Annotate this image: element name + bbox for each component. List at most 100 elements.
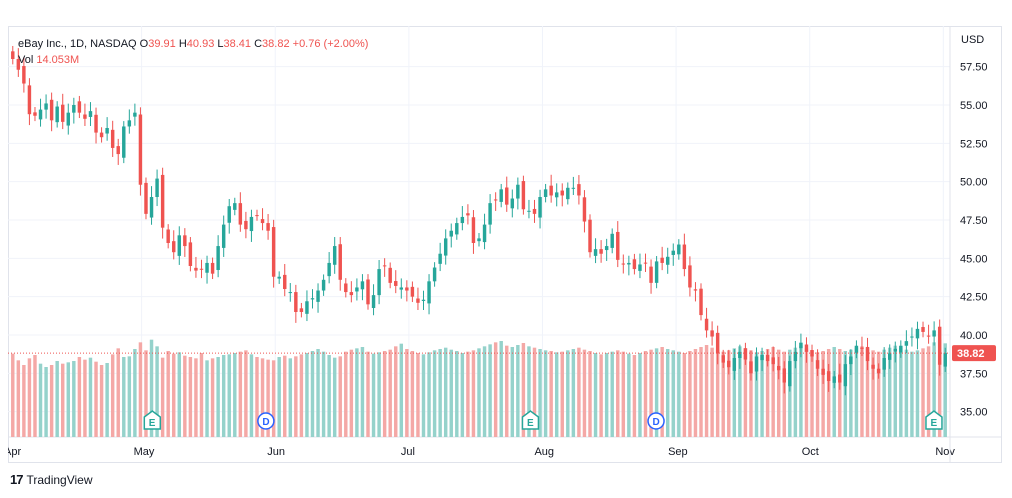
candle-body [199,268,204,270]
candle-body [738,351,742,358]
candlestick-chart[interactable]: 57.50 55.00 52.50 50.00 47.50 45.00 42.50 40.00… [8,26,1002,463]
candle-body [255,215,259,217]
candle-body [921,327,925,332]
candle-body [160,174,165,228]
volume-bar [910,351,914,437]
volume-bar [571,349,576,437]
volume-bar [199,353,204,437]
volume-bar [510,347,515,437]
candle-body [27,85,32,115]
volume-bar [244,350,248,437]
candle-body [260,219,265,224]
candle-body [616,231,620,260]
symbol-label[interactable]: eBay Inc., 1D, NASDAQ [18,38,137,50]
volume-bar [677,351,681,437]
volume-bar [604,353,609,437]
candle-body [349,292,354,296]
candle-body [416,298,420,303]
candle-body [382,265,387,267]
tradingview-logo-icon: 17 [10,472,24,487]
volume-bar [577,347,581,437]
volume-bar [482,346,487,437]
candle-body [582,197,587,222]
candle-body [577,184,581,196]
candle-body [665,256,670,265]
candle-body [654,261,659,283]
volume-bar [560,351,564,437]
candle-body [532,208,537,214]
volume-bar [133,349,137,437]
low-value: 38.41 [223,38,252,50]
volume-bar [122,357,126,437]
candle-body [77,101,82,113]
volume-bar [588,351,592,437]
candle-body [110,129,115,148]
candle-body [599,249,603,254]
candle-body [871,364,875,369]
candle-body [22,66,26,84]
volume-bar [693,349,698,437]
volume-bar [183,355,187,437]
volume-bar [99,365,104,437]
volume-bar [177,352,182,437]
candle-body [793,351,798,362]
high-label: H [178,38,187,50]
candle-body [588,219,592,253]
candle-body [388,267,392,283]
volume-bar [221,355,226,437]
candle-body [399,287,404,290]
volume-bar [654,348,659,437]
candle-body [283,274,287,289]
tradingview-brand[interactable]: 17 TradingView [10,472,93,487]
y-tick-label: 40.00 [960,330,988,342]
volume-bar [388,349,392,437]
volume-bar [532,347,537,437]
candle-body [116,146,120,155]
volume-bar [776,349,781,437]
candle-body [838,374,842,383]
candle-body [493,199,498,201]
volume-bar [255,357,259,437]
volume-bar [754,352,759,437]
candle-body [510,198,515,209]
candle-body [782,368,786,383]
volume-bar [138,342,143,437]
candle-body [488,203,492,225]
ohlc-row: eBay Inc., 1D, NASDAQ O39.91 H40.93 L38.… [18,36,368,52]
volume-bar [299,354,304,437]
candle-body [144,182,148,214]
volume-bar [22,365,26,437]
candle-body [865,346,870,362]
volume-bar [505,345,509,437]
candle-body [693,289,698,291]
volume-row: Vol 14.053M [18,52,368,68]
volume-bar [649,349,653,437]
volume-bar [366,351,370,437]
candle-body [16,59,21,70]
volume-bar [738,346,742,437]
volume-bar [893,345,897,437]
volume-bar [66,362,70,437]
volume-bar [77,357,82,437]
candle-body [715,332,720,354]
volume-bar [904,349,909,437]
volume-bar [932,342,936,437]
volume-bar [616,350,620,437]
volume-bar [338,356,342,437]
volume-bar [749,350,753,437]
candle-body [227,206,231,223]
volume-bar [421,354,426,437]
x-tick-label: Sep [668,446,688,458]
volume-value: 14.053M [36,54,80,66]
candle-body [754,356,759,372]
volume-bar [194,358,198,437]
volume-bar [460,353,465,437]
volume-bar [788,349,792,437]
candle-body [166,229,170,243]
volume-bar [260,358,265,437]
candle-body [593,249,598,256]
volume-label: Vol [18,54,34,66]
y-tick-label: 52.50 [960,138,988,150]
volume-bar [149,339,154,437]
candle-body [177,235,182,256]
